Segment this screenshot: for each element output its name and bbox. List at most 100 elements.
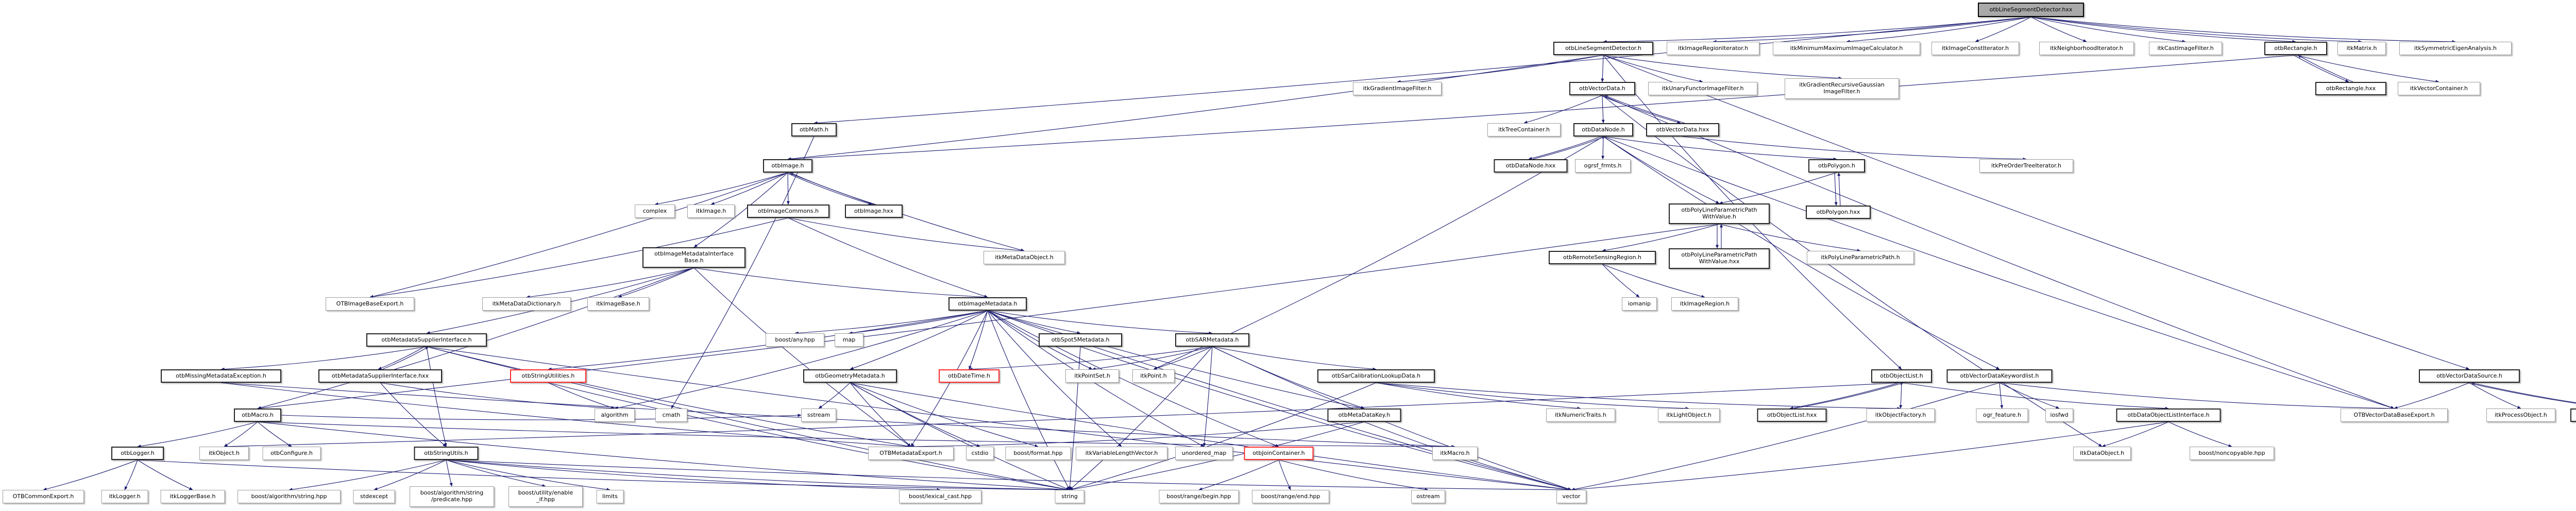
graph-node-lsd_h[interactable]: otbLineSegmentDetector.h	[1553, 42, 1653, 55]
graph-node-msi_hxx[interactable]: otbMetadataSupplierInterface.hxx	[318, 369, 442, 383]
graph-node-iobj[interactable]: itkObject.h	[199, 447, 249, 460]
graph-node-sarmd[interactable]: otbSARMetadata.h	[1175, 333, 1249, 347]
graph-node-ivlv[interactable]: itkVariableLengthVector.h	[1076, 447, 1167, 460]
graph-node-vdkw[interactable]: otbVectorDataKeywordlist.h	[1946, 369, 2053, 383]
graph-node-ogrf[interactable]: ogr_feature.h	[1976, 408, 2028, 422]
graph-node-imib[interactable]: otbImageMetadataInterface Base.h	[642, 247, 745, 268]
graph-node-dn_hxx[interactable]: otbDataNode.hxx	[1494, 159, 1568, 173]
graph-node-conf[interactable]: otbConfigure.h	[262, 447, 321, 460]
graph-node-umap[interactable]: unordered_map	[1175, 447, 1233, 460]
graph-node-ici[interactable]: itkImageConstIterator.h	[1931, 42, 2019, 55]
graph-node-mme[interactable]: otbMissingMetadataException.h	[161, 369, 281, 383]
graph-node-math[interactable]: otbMath.h	[791, 123, 837, 137]
graph-node-ogrsf[interactable]: ogrsf_frmts.h	[1575, 159, 1631, 173]
graph-node-gif[interactable]: itkGradientImageFilter.h	[1353, 82, 1442, 95]
graph-node-poly_h[interactable]: otbPolygon.h	[1808, 159, 1865, 173]
graph-node-msi_h[interactable]: otbMetadataSupplierInterface.h	[366, 333, 487, 347]
graph-node-isea[interactable]: itkSymmetricEigenAnalysis.h	[2399, 42, 2512, 55]
graph-node-imgcom[interactable]: otbImageCommons.h	[747, 205, 829, 218]
graph-node-sstream[interactable]: sstream	[801, 408, 836, 422]
graph-node-iof[interactable]: itkObjectFactory.h	[1866, 408, 1935, 422]
graph-node-mde[interactable]: OTBMetadataExport.h	[868, 447, 954, 460]
graph-node-iir[interactable]: itkImageRegion.h	[1671, 297, 1738, 311]
graph-node-plppwv_hxx[interactable]: otbPolyLineParametricPath WithValue.hxx	[1669, 248, 1770, 269]
graph-node-imacro[interactable]: itkMacro.h	[1432, 447, 1478, 460]
graph-node-mdk[interactable]: otbMetaDataKey.h	[1327, 408, 1401, 422]
graph-node-int_[interactable]: itkNumericTraits.h	[1546, 408, 1615, 422]
graph-node-rect_hxx[interactable]: otbRectangle.hxx	[2315, 82, 2386, 95]
graph-node-iufif[interactable]: itkUnaryFunctorImageFilter.h	[1648, 82, 1757, 95]
graph-node-imdo[interactable]: itkMetaDataObject.h	[984, 251, 1065, 264]
graph-node-rsr[interactable]: otbRemoteSensingRegion.h	[1549, 251, 1656, 264]
graph-node-macro[interactable]: otbMacro.h	[234, 408, 281, 422]
graph-node-cstdio[interactable]: cstdio	[966, 447, 994, 460]
graph-node-doli[interactable]: otbDataObjectListInterface.h	[2116, 408, 2221, 422]
graph-node-str[interactable]: string	[1055, 490, 1084, 503]
graph-node-scld[interactable]: otbSarCalibrationLookupData.h	[1317, 369, 1435, 383]
graph-node-limits[interactable]: limits	[596, 490, 624, 503]
graph-node-oce[interactable]: OTBCommonExport.h	[3, 490, 84, 503]
graph-node-rect_h[interactable]: otbRectangle.h	[2264, 42, 2327, 55]
graph-node-spot5[interactable]: otbSpot5Metadata.h	[1039, 333, 1122, 347]
graph-node-img_hxx[interactable]: otbImage.hxx	[845, 205, 903, 218]
graph-node-blc[interactable]: boost/lexical_cast.hpp	[899, 490, 981, 503]
graph-node-img_h[interactable]: otbImage.h	[763, 159, 812, 173]
graph-node-plppwv_h[interactable]: otbPolyLineParametricPath WithValue.h	[1669, 203, 1770, 224]
graph-node-osu[interactable]: otbStringUtils.h	[414, 447, 479, 460]
graph-node-geom[interactable]: otbGeometryMetadata.h	[803, 369, 897, 383]
graph-node-brb[interactable]: boost/range/begin.hpp	[1159, 490, 1239, 503]
graph-node-ojc[interactable]: otbJoinContainer.h	[1244, 447, 1314, 460]
graph-node-ibe[interactable]: OTBImageBaseExport.h	[326, 297, 414, 311]
graph-node-algorithm[interactable]: algorithm	[595, 408, 635, 422]
graph-node-itc[interactable]: itkTreeContainer.h	[1487, 123, 1561, 137]
graph-node-vec[interactable]: vector	[1556, 490, 1586, 503]
graph-node-logger[interactable]: otbLogger.h	[111, 447, 164, 460]
graph-node-bpred[interactable]: boost/algorithm/string /predicate.hpp	[410, 486, 494, 507]
graph-node-vdbe[interactable]: OTBVectorDataBaseExport.h	[2341, 408, 2448, 422]
graph-node-icif[interactable]: itkCastImageFilter.h	[2149, 42, 2222, 55]
graph-node-ol_h[interactable]: otbObjectList.h	[1871, 369, 1932, 383]
graph-node-bas[interactable]: boost/algorithm/string.hpp	[238, 490, 341, 503]
graph-node-benif[interactable]: boost/utility/enable _if.hpp	[509, 486, 583, 507]
graph-node-ilogger[interactable]: itkLogger.h	[101, 490, 148, 503]
graph-node-igrgif[interactable]: itkGradientRecursiveGaussian ImageFilter…	[1785, 78, 1899, 99]
graph-node-ini[interactable]: itkNeighborhoodIterator.h	[2039, 42, 2134, 55]
graph-node-stdex[interactable]: stdexcept	[353, 490, 395, 503]
graph-node-bnc[interactable]: boost/noncopyable.hpp	[2190, 447, 2274, 460]
graph-node-iplpp[interactable]: itkPolyLineParametricPath.h	[1807, 251, 1914, 264]
graph-node-map[interactable]: map	[835, 333, 863, 347]
graph-node-ilb[interactable]: itkLoggerBase.h	[160, 490, 225, 503]
graph-node-ostream[interactable]: ostream	[1411, 490, 1445, 503]
graph-node-ipoti[interactable]: itkPreOrderTreeIterator.h	[1979, 159, 2073, 173]
graph-node-ipoint[interactable]: itkPoint.h	[1132, 369, 1175, 383]
graph-node-boostany[interactable]: boost/any.hpp	[766, 333, 824, 347]
graph-node-bfmt[interactable]: boost/format.hpp	[1005, 447, 1071, 460]
graph-node-osul[interactable]: otbStringUtilities.h	[510, 369, 586, 383]
graph-node-ol_hxx[interactable]: otbObjectList.hxx	[1757, 408, 1827, 422]
graph-node-imd[interactable]: otbImageMetadata.h	[948, 297, 1027, 311]
graph-node-itkimage[interactable]: itkImage.h	[687, 205, 735, 218]
graph-node-complex[interactable]: complex	[635, 205, 675, 218]
graph-node-iomanip[interactable]: iomanip	[1622, 297, 1657, 311]
graph-node-dt[interactable]: otbDateTime.h	[939, 369, 999, 383]
graph-node-vds_h[interactable]: otbVectorDataSource.h	[2419, 369, 2520, 383]
graph-node-ipset[interactable]: itkPointSet.h	[1065, 369, 1119, 383]
graph-node-immic[interactable]: itkMinimumMaximumImageCalculator.h	[1773, 42, 1920, 55]
graph-node-iosfwd[interactable]: iosfwd	[2045, 408, 2073, 422]
graph-node-vds_hxx[interactable]: otbVectorDataSource.hxx	[2570, 408, 2576, 422]
graph-node-cmath[interactable]: cmath	[655, 408, 687, 422]
graph-node-ipo[interactable]: itkProcessObject.h	[2486, 408, 2555, 422]
graph-node-poly_hxx[interactable]: otbPolygon.hxx	[1806, 206, 1871, 219]
graph-node-vd_h[interactable]: otbVectorData.h	[1569, 82, 1635, 95]
graph-node-iib[interactable]: itkImageBase.h	[587, 297, 649, 311]
graph-node-vd_hxx[interactable]: otbVectorData.hxx	[1646, 123, 1719, 137]
graph-node-imdd[interactable]: itkMetaDataDictionary.h	[482, 297, 571, 311]
graph-node-root[interactable]: otbLineSegmentDetector.hxx	[1978, 3, 2084, 17]
graph-node-ido[interactable]: itkDataObject.h	[2073, 447, 2131, 460]
graph-node-ilo[interactable]: itkLightObject.h	[1658, 408, 1720, 422]
graph-node-matrix[interactable]: itkMatrix.h	[2337, 42, 2386, 55]
graph-node-bre[interactable]: boost/range/end.hpp	[1252, 490, 1329, 503]
graph-node-dn_h[interactable]: otbDataNode.h	[1573, 123, 1633, 137]
graph-node-ivc[interactable]: itkVectorContainer.h	[2398, 82, 2480, 95]
graph-node-iri[interactable]: itkImageRegionIterator.h	[1667, 42, 1759, 55]
